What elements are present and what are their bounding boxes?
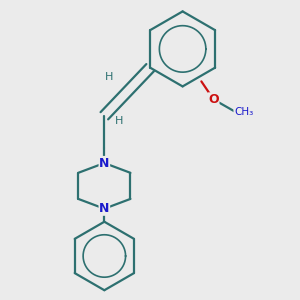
Text: H: H — [115, 116, 123, 126]
Text: N: N — [99, 202, 110, 215]
Text: H: H — [105, 72, 113, 82]
Text: CH₃: CH₃ — [234, 106, 253, 116]
Text: O: O — [208, 93, 219, 106]
Text: N: N — [99, 157, 110, 169]
